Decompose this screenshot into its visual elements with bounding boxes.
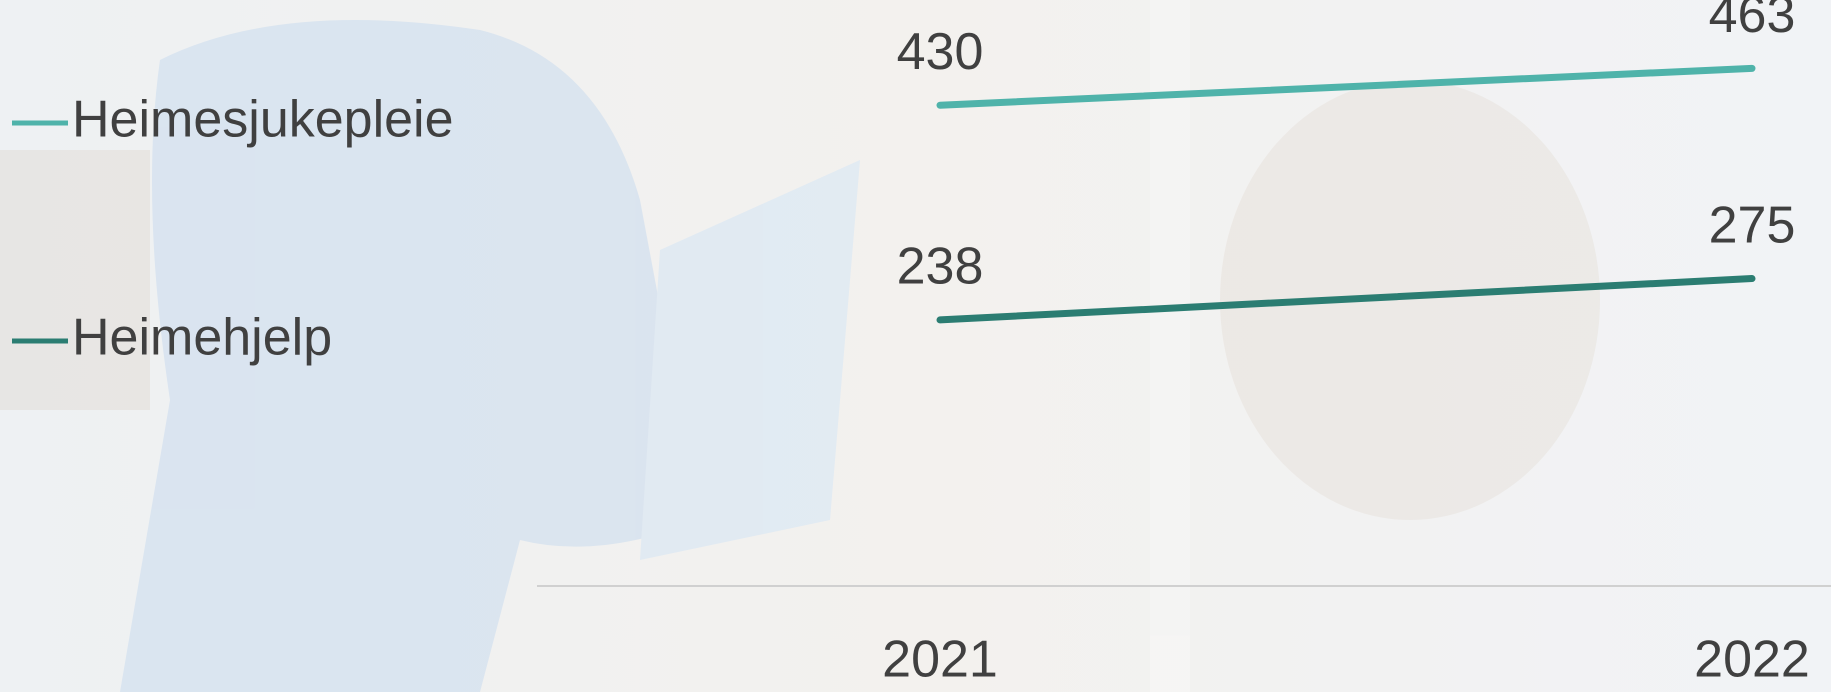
legend-label: Heimesjukepleie <box>72 91 454 149</box>
data-label: 463 <box>1709 0 1796 44</box>
background-photo <box>0 20 1600 692</box>
data-label: 275 <box>1709 196 1796 254</box>
data-label: 430 <box>897 23 984 81</box>
series-line <box>936 275 1756 324</box>
series-line <box>936 64 1756 109</box>
data-label: 238 <box>897 238 984 296</box>
x-tick-label: 2021 <box>882 631 998 689</box>
x-tick-label: 2022 <box>1694 631 1810 689</box>
legend-label: Heimehjelp <box>72 309 332 367</box>
